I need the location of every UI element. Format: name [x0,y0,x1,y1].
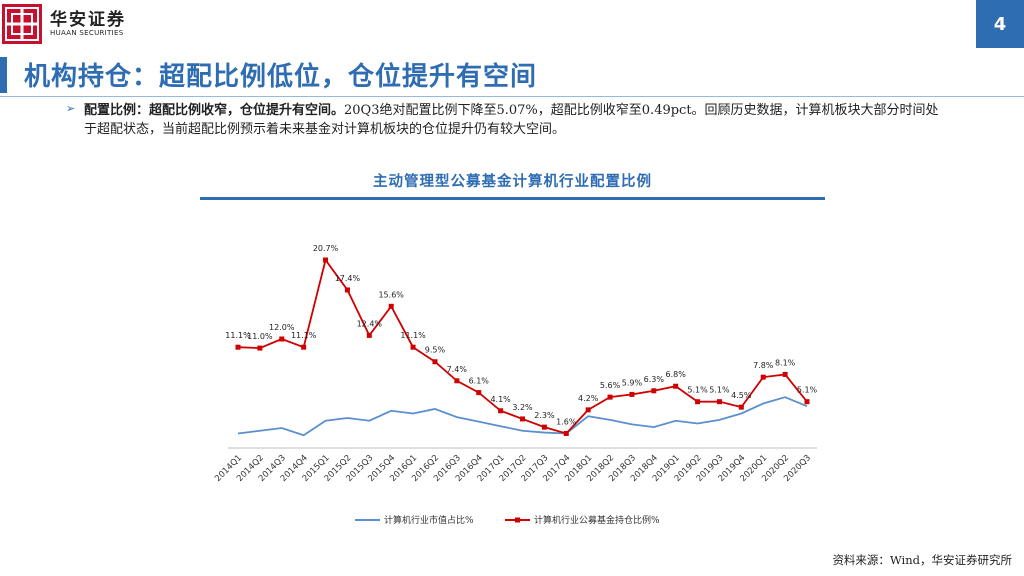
legend-label-fund-holding: 计算机行业公募基金持仓比例% [534,514,660,526]
fund-data-point [804,399,810,405]
fund-data-label: 8.1% [775,358,796,367]
fund-data-label: 15.6% [378,290,404,299]
brand-name: 华安证券 [50,10,126,30]
fund-data-point [607,394,613,400]
fund-data-point [651,388,657,394]
fund-data-point [388,303,394,309]
fund-data-label: 4.1% [490,395,511,404]
fund-data-point [432,359,438,365]
fund-data-label: 9.5% [425,346,446,355]
bullet-text: 20Q3绝对配置比例下降至5.07%，超配比例收窄至0.49pct。回顾历史数据… [84,103,939,137]
fund-data-label: 6.3% [644,375,665,384]
fund-data-label: 7.4% [447,365,468,374]
source-note: 资料来源：Wind，华安证券研究所 [832,553,1012,567]
fund-data-label: 11.0% [247,332,273,341]
bullet-paragraph: 配置比例：超配比例收窄，仓位提升有空间。20Q3绝对配置比例下降至5.07%，超… [84,101,944,139]
brand-name-en: HUAAN SECURITIES [50,29,124,37]
fund-data-label: 12.4% [357,319,383,328]
bullet-lead: 配置比例：超配比例收窄，仓位提升有空间。 [84,103,345,118]
fund-data-label: 4.5% [731,391,752,400]
fund-data-label: 5.1% [797,386,818,395]
fund-data-point [410,344,416,350]
fund-data-label: 5.1% [709,386,730,395]
page-title: 机构持仓：超配比例低位，仓位提升有空间 [24,62,538,92]
fund-data-label: 3.2% [512,403,533,412]
fund-data-point [323,257,329,263]
bullet-arrow-icon: ➢ [66,102,76,115]
fund-data-label: 5.9% [622,378,643,387]
fund-data-label: 1.6% [556,417,577,426]
fund-data-label: 4.2% [578,394,599,403]
fund-data-point [629,391,635,397]
fund-data-label: 17.4% [335,274,361,283]
fund-data-label: 11.1% [291,331,317,340]
logo-emblem-icon [5,7,39,41]
fund-data-label: 20.7% [313,244,339,253]
fund-data-point [541,424,547,430]
series-line-market-share [237,396,808,437]
fund-data-label: 7.8% [753,361,774,370]
fund-data-point [301,344,307,350]
fund-data-point [498,408,504,414]
fund-data-label: 6.8% [666,370,687,379]
fund-data-point [673,383,679,389]
fund-data-point [585,407,591,413]
fund-data-label: 12.0% [269,323,295,332]
logo [2,4,42,44]
fund-data-point [454,378,460,384]
legend-marker-fund-holding [515,517,520,523]
page-number: 4 [976,0,1024,48]
fund-data-label: 11.1% [400,331,426,340]
fund-data-point [366,332,372,338]
fund-data-point [476,390,482,396]
fund-data-point [279,336,285,342]
title-accent-bar [0,57,7,93]
fund-data-point [782,371,788,377]
fund-data-point [695,399,701,405]
fund-data-label: 5.1% [687,386,708,395]
title-divider [0,96,1024,97]
chart-title-rule [200,197,825,200]
fund-data-label: 5.6% [600,381,621,390]
legend-label-market-share: 计算机行业市值占比% [384,514,474,526]
fund-data-point [235,344,241,350]
fund-data-label: 2.3% [534,411,555,420]
fund-data-label: 11.1% [225,331,251,340]
chart-title: 主动管理型公募基金计算机行业配置比例 [373,173,652,190]
fund-data-point [738,404,744,410]
fund-data-label: 6.1% [469,377,490,386]
fund-data-point [257,345,263,351]
fund-data-point [563,430,569,436]
fund-data-point [760,374,766,380]
fund-data-point [716,399,722,405]
fund-data-point [520,416,525,422]
fund-data-point [344,287,350,293]
